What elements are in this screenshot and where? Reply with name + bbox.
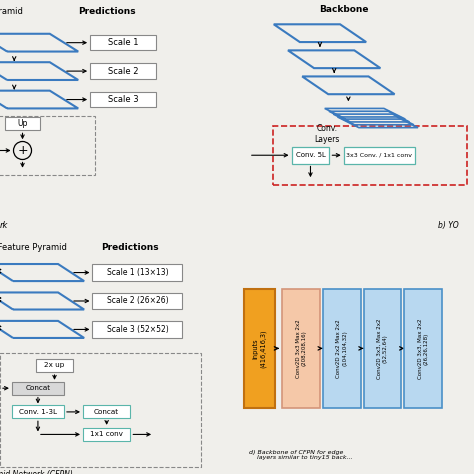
FancyBboxPatch shape [92, 264, 182, 281]
Text: Conv.
Layers: Conv. Layers [314, 124, 340, 144]
Text: Conv. 5L: Conv. 5L [295, 152, 326, 158]
Text: b) YO: b) YO [438, 221, 459, 229]
FancyBboxPatch shape [244, 289, 275, 408]
Text: Conv2D 2x2 Max 2x2
(104,104,32): Conv2D 2x2 Max 2x2 (104,104,32) [337, 319, 347, 378]
Text: Concat: Concat [94, 409, 119, 415]
FancyBboxPatch shape [323, 289, 361, 408]
Text: ated Feature Pyramid: ated Feature Pyramid [0, 243, 67, 252]
Text: Predictions: Predictions [101, 243, 159, 252]
Text: 1x1 conv: 1x1 conv [90, 431, 123, 438]
Text: Up: Up [18, 119, 27, 128]
FancyBboxPatch shape [5, 118, 40, 130]
Text: Conv2D 3x3 Max 2x2
(208,208,16): Conv2D 3x3 Max 2x2 (208,208,16) [296, 319, 306, 378]
FancyBboxPatch shape [292, 147, 329, 164]
FancyBboxPatch shape [90, 64, 156, 79]
Text: Concat: Concat [25, 385, 51, 391]
Text: 2x up: 2x up [45, 363, 64, 368]
Text: Scale 2: Scale 2 [108, 67, 138, 75]
Text: +: + [17, 144, 28, 157]
Text: 3x3 Conv. / 1x1 conv: 3x3 Conv. / 1x1 conv [346, 153, 412, 158]
Text: Predictions: Predictions [78, 8, 136, 16]
FancyBboxPatch shape [12, 405, 64, 418]
FancyBboxPatch shape [36, 359, 73, 372]
Text: ramid Network (CFPN): ramid Network (CFPN) [0, 470, 73, 474]
Text: Scale 3: Scale 3 [108, 95, 138, 104]
FancyBboxPatch shape [282, 289, 320, 408]
Text: Conv2D 3x3, Max 2x2
(26,26,128): Conv2D 3x3, Max 2x2 (26,26,128) [418, 318, 428, 379]
FancyBboxPatch shape [83, 405, 130, 418]
Text: Conv. 1-3L: Conv. 1-3L [19, 409, 57, 415]
FancyBboxPatch shape [92, 321, 182, 337]
FancyBboxPatch shape [90, 92, 156, 107]
Text: Scale 1 (13×13): Scale 1 (13×13) [107, 268, 168, 277]
FancyBboxPatch shape [92, 292, 182, 309]
Text: Conv2D 3x3, Max 2x2
(52,52,64): Conv2D 3x3, Max 2x2 (52,52,64) [377, 318, 388, 379]
FancyBboxPatch shape [344, 147, 415, 164]
FancyBboxPatch shape [12, 382, 64, 394]
FancyBboxPatch shape [404, 289, 442, 408]
Text: Scale 2 (26×26): Scale 2 (26×26) [107, 297, 168, 305]
Text: Inputs
(416,416,3): Inputs (416,416,3) [253, 329, 266, 368]
Text: pyramid: pyramid [0, 8, 23, 16]
Text: Backbone: Backbone [319, 5, 368, 14]
Text: rk: rk [0, 221, 9, 229]
Text: Scale 1: Scale 1 [108, 38, 138, 47]
FancyBboxPatch shape [83, 428, 130, 441]
Text: d) Backbone of CFPN for edge
    layers similar to tiny15 back...: d) Backbone of CFPN for edge layers simi… [249, 450, 352, 460]
FancyBboxPatch shape [364, 289, 401, 408]
FancyBboxPatch shape [90, 35, 156, 50]
Text: Scale 3 (52×52): Scale 3 (52×52) [107, 325, 168, 334]
